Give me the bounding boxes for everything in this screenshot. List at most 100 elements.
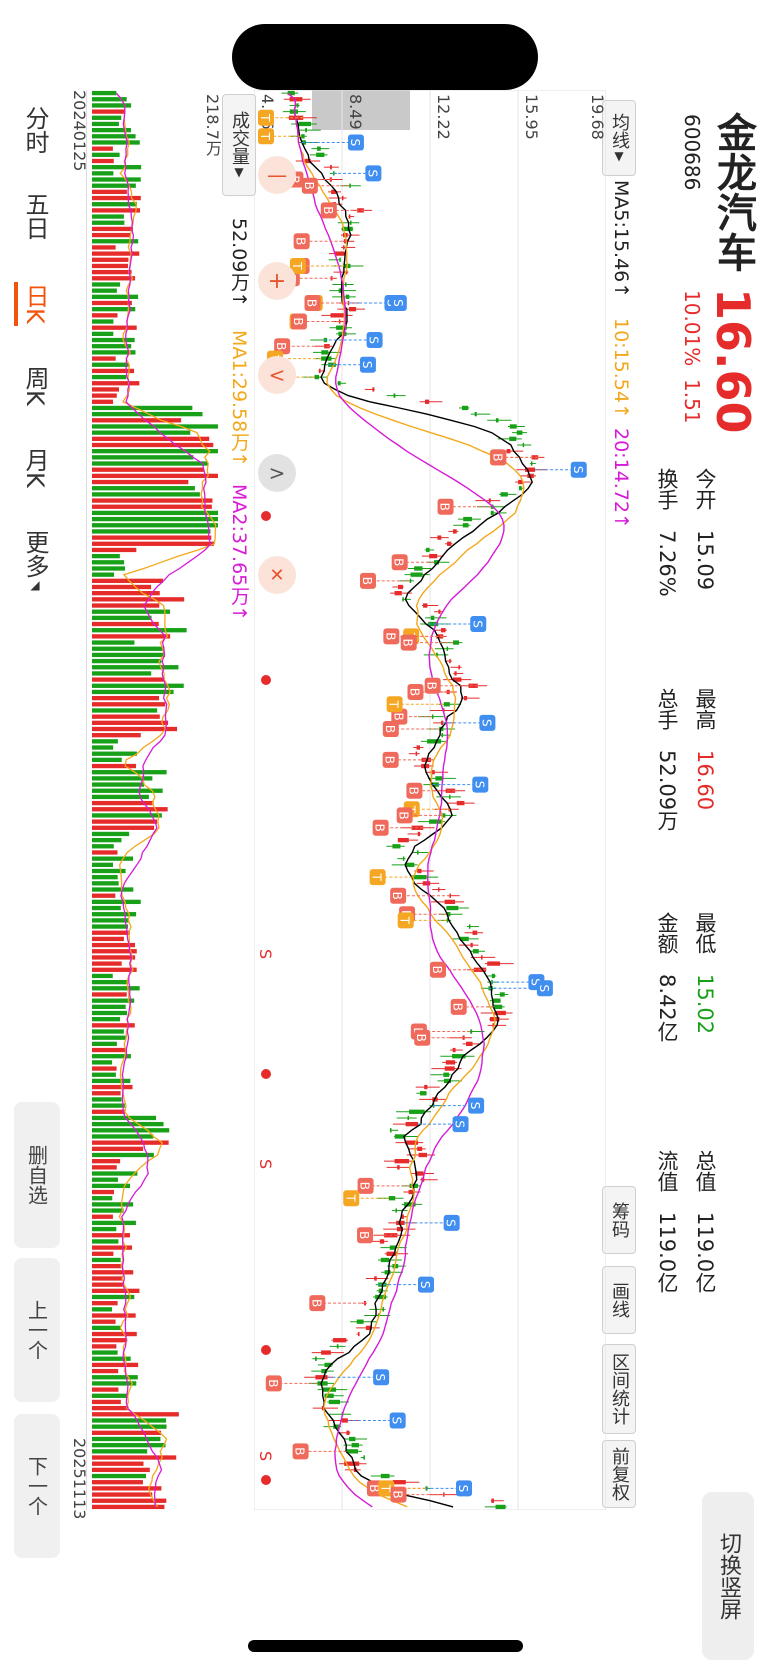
tab-weekly-k[interactable]: 周K: [21, 366, 49, 406]
volume-bar: [92, 152, 120, 157]
volume-bar: [92, 689, 174, 695]
volume-bar: [92, 621, 159, 627]
reset-zoom-button[interactable]: ✕: [258, 556, 296, 594]
candle-body: [289, 97, 303, 102]
trade-marker-label: B: [357, 1231, 371, 1239]
candle-body: [379, 1239, 385, 1244]
trade-marker-label: B: [373, 824, 387, 832]
scroll-back-button[interactable]: <: [258, 356, 296, 394]
remove-watchlist-button[interactable]: 删自选: [14, 1102, 60, 1248]
candle-body: [316, 152, 325, 157]
candle-body: [348, 307, 357, 312]
candle-body: [495, 418, 499, 423]
volume-bar: [92, 344, 132, 349]
candle-body: [402, 597, 404, 602]
volume-bar: [92, 523, 218, 528]
chips-button[interactable]: 筹码: [602, 1186, 636, 1254]
tab-daily-k[interactable]: 日K: [21, 284, 49, 324]
volume-bar: [92, 720, 169, 725]
volume-bar: [92, 1054, 131, 1059]
volume-bar: [92, 1257, 121, 1263]
next-stock-button[interactable]: 下一个: [14, 1414, 60, 1558]
candle-body: [318, 368, 321, 374]
volume-bar: [92, 393, 117, 398]
candle-body: [372, 387, 375, 392]
tab-intraday[interactable]: 分时: [21, 106, 49, 154]
volume-bar: [92, 1405, 129, 1411]
volume-bar: [92, 955, 136, 960]
volume-selector[interactable]: 成交量 ▼: [222, 94, 256, 196]
trade-marker: [378, 1480, 395, 1497]
volume-bar: [92, 177, 141, 182]
volume-bar: [92, 763, 137, 769]
signal-sell-label: S: [256, 949, 275, 959]
price-axis-label: 19.68: [588, 94, 607, 140]
tab-monthly-k[interactable]: 月K: [21, 448, 49, 488]
candle-body: [363, 1455, 365, 1460]
candle-body: [384, 1270, 391, 1275]
volume-bar: [92, 516, 218, 522]
trade-marker: [437, 498, 454, 515]
volume-bar: [92, 992, 127, 997]
volume-bar: [92, 1368, 119, 1374]
price-crosshair-box: [312, 90, 410, 130]
candle-body: [346, 1449, 359, 1454]
stat-float-cap: 流值 119.0亿: [655, 1150, 679, 1294]
volume-chart[interactable]: [92, 90, 220, 1510]
volume-bar: [92, 844, 114, 849]
trade-marker: [258, 128, 274, 145]
candle-body: [348, 214, 351, 219]
candle-body: [417, 850, 419, 855]
volume-bar: [92, 1393, 129, 1398]
forward-adjust-button[interactable]: 前复权: [602, 1440, 636, 1508]
candle-body: [435, 652, 438, 658]
volume-bar: [92, 1189, 114, 1195]
ma-selector[interactable]: 均线 ▼: [602, 100, 636, 176]
volume-bar: [92, 387, 120, 392]
candle-body: [304, 158, 311, 164]
volume-bar: [92, 325, 137, 330]
candle-body: [418, 1152, 428, 1158]
volume-bar: [92, 195, 141, 201]
prev-stock-button[interactable]: 上一个: [14, 1258, 60, 1402]
candle-body: [516, 430, 523, 435]
volume-bar: [92, 103, 132, 108]
volume-bar: [92, 918, 130, 923]
candle-body: [468, 683, 478, 688]
volume-bar: [92, 547, 137, 553]
volume-bar: [92, 745, 114, 750]
candle-body: [345, 269, 348, 275]
switch-portrait-button[interactable]: 切换竖屏: [702, 1492, 754, 1660]
trade-marker: [357, 1177, 374, 1194]
candle-body: [317, 146, 321, 151]
trade-marker: [490, 449, 507, 466]
volume-bar: [92, 1121, 164, 1127]
tab-more[interactable]: 更多◢: [21, 530, 49, 592]
signal-sell-label: S: [256, 1451, 275, 1461]
trade-marker: [274, 338, 291, 355]
trade-marker-label: T: [387, 700, 401, 709]
candle-body: [452, 529, 457, 534]
zoom-out-button[interactable]: —: [258, 156, 296, 194]
candle-body: [453, 640, 460, 645]
candle-body: [487, 961, 500, 966]
zoom-in-button[interactable]: +: [258, 262, 296, 300]
trade-marker: [390, 295, 407, 311]
volume-bar: [92, 331, 114, 337]
volume-bar: [92, 1455, 177, 1460]
candle-body: [409, 1109, 425, 1114]
volume-bar: [92, 899, 141, 905]
candlestick-chart[interactable]: BBBBBSTSBBSTSBBBTBBTBTBBTSBSBBBTTBBBTBST…: [254, 90, 606, 1510]
volume-bar: [92, 1492, 153, 1497]
tab-five-day[interactable]: 五日: [21, 192, 49, 240]
volume-bar: [92, 862, 114, 867]
volume-bar: [92, 1047, 128, 1053]
candle-body: [317, 1381, 328, 1386]
interval-stats-button[interactable]: 区间统计: [602, 1344, 636, 1434]
scroll-forward-button[interactable]: >: [258, 454, 296, 492]
volume-bar: [92, 881, 119, 886]
draw-line-button[interactable]: 画线: [602, 1266, 636, 1334]
stock-name: 金龙汽车: [710, 112, 756, 272]
candle-body: [452, 1054, 466, 1059]
volume-bar: [92, 121, 119, 127]
